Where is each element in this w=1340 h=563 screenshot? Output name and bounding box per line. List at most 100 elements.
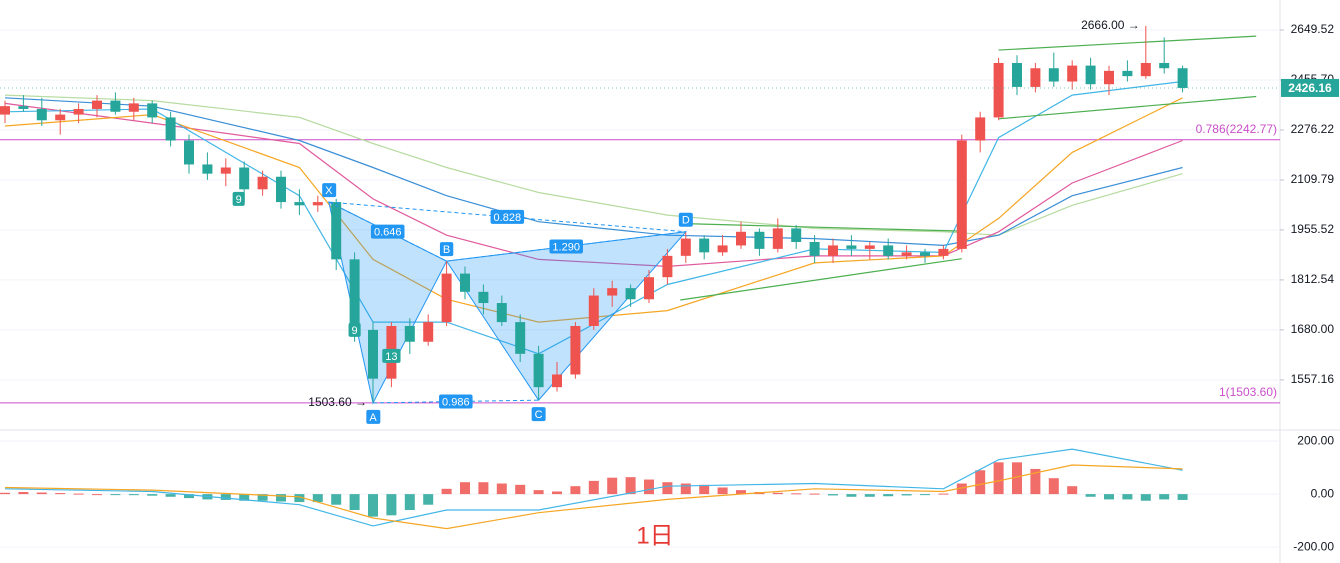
pattern-point-box — [439, 242, 454, 257]
pattern-point-box — [531, 407, 546, 422]
candle-body — [956, 140, 967, 249]
pattern-ratio-box — [549, 239, 583, 254]
moving-average — [4, 97, 1183, 323]
histogram-bar — [478, 482, 489, 495]
pattern-ratio: 1.290 — [549, 239, 583, 254]
pattern-point: A — [366, 409, 381, 424]
y-tick-label: 1680.00 — [1291, 322, 1335, 336]
histogram-bar — [441, 488, 452, 495]
trendline — [998, 35, 1257, 51]
candle-body — [312, 202, 323, 206]
y-tick-label: -200.00 — [1293, 539, 1334, 553]
candle-body — [772, 228, 783, 249]
candle-body — [552, 374, 562, 388]
histogram-bar — [460, 482, 470, 495]
candle-body — [276, 176, 286, 203]
pattern-ratio-line — [328, 201, 686, 233]
y-tick-label: 0.00 — [1311, 486, 1335, 500]
histogram-bar — [846, 494, 857, 497]
pattern-point: C — [531, 407, 546, 422]
histogram-bar — [920, 494, 930, 496]
pattern-ratio: 0.828 — [490, 209, 525, 224]
histogram-bar — [1122, 494, 1133, 500]
y-tick-label: 2649.52 — [1291, 22, 1335, 36]
histogram-bar — [588, 480, 599, 495]
sequence-marker-box — [382, 348, 401, 363]
y-tick-label: 1955.52 — [1291, 222, 1335, 236]
level-label: 1(1503.60) — [1219, 385, 1277, 399]
pattern-point-text: D — [682, 215, 690, 227]
moving-average — [4, 97, 1183, 247]
candle-body — [128, 103, 139, 112]
histogram-bar — [404, 494, 415, 511]
candle-body — [441, 273, 452, 323]
candle-body — [184, 140, 194, 165]
candle-body — [993, 62, 1004, 118]
candle-body — [55, 114, 66, 121]
histogram-bar — [18, 491, 29, 495]
pattern-point: D — [678, 212, 693, 227]
histogram-bar — [36, 492, 47, 495]
histogram-bar — [717, 487, 728, 495]
pattern-point-text: A — [369, 412, 377, 424]
histogram-bar — [110, 494, 121, 496]
y-tick-label: 2109.79 — [1291, 172, 1335, 186]
histogram-bar — [220, 494, 231, 500]
histogram-bar — [1067, 486, 1078, 495]
candle-body — [496, 303, 507, 323]
candle-body — [1122, 70, 1133, 77]
candle-body — [147, 103, 158, 118]
candle-body — [699, 238, 710, 253]
sequence-marker-box — [348, 322, 361, 337]
interval-label: 1日 — [636, 522, 673, 549]
histogram-bar — [975, 470, 986, 495]
candle-body — [920, 252, 930, 256]
histogram-bar — [1030, 468, 1041, 495]
y-tick-label: 2276.22 — [1291, 122, 1335, 136]
sequence-marker: 13 — [382, 348, 401, 363]
histogram-bar — [368, 494, 378, 517]
candle-body — [570, 325, 581, 375]
plot: 2649.522455.702276.222109.791955.521812.… — [0, 18, 1339, 553]
histogram-bar — [349, 494, 360, 511]
histogram-bar — [73, 493, 84, 495]
histogram-bar — [625, 477, 636, 495]
histogram-bar — [55, 493, 66, 495]
candle-body — [625, 288, 636, 300]
candle-body — [754, 231, 765, 249]
histogram-bar — [956, 483, 967, 495]
histogram-bar — [257, 494, 268, 501]
histogram-bar — [1012, 462, 1022, 495]
candle-body — [1085, 65, 1096, 85]
histogram-bar — [165, 494, 176, 497]
histogram-bar — [938, 493, 949, 495]
candle-body — [515, 322, 526, 354]
sequence-marker-box — [232, 191, 245, 206]
histogram-bar — [184, 494, 194, 499]
price-annotation: 1503.60 → — [308, 395, 367, 409]
candle-body — [92, 100, 102, 109]
macd-line — [4, 448, 1183, 527]
histogram-bar — [570, 486, 581, 495]
histogram-bar — [864, 494, 875, 497]
histogram-bar — [496, 483, 507, 495]
pattern-ratio: 0.646 — [370, 224, 405, 239]
histogram-bar — [1159, 494, 1170, 500]
last-price-label: 2426.16 — [1288, 81, 1332, 95]
histogram-bar — [1085, 494, 1096, 497]
candle-body — [423, 322, 434, 342]
candle-body — [110, 100, 121, 112]
candle-body — [791, 228, 802, 242]
sequence-marker: 9 — [232, 191, 245, 206]
pattern-ratio-text: 0.646 — [374, 227, 402, 239]
pattern-point-text: X — [325, 185, 333, 197]
histogram-bar — [1140, 494, 1151, 501]
histogram-bar — [1177, 494, 1188, 500]
trendline — [998, 95, 1257, 120]
candle-body — [1048, 68, 1059, 82]
pattern-point: X — [322, 183, 337, 198]
candle-body — [717, 245, 728, 253]
candle-body — [864, 245, 875, 249]
pattern-ratio-box — [439, 394, 473, 409]
